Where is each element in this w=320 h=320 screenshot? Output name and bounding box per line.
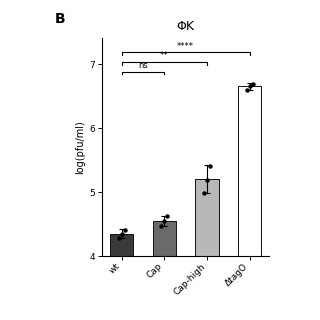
Y-axis label: log(pfu/ml): log(pfu/ml) — [76, 120, 85, 174]
Title: ΦK: ΦK — [177, 20, 195, 33]
Text: **: ** — [160, 51, 169, 60]
Text: ns: ns — [138, 61, 148, 70]
Bar — [238, 86, 261, 256]
Bar — [110, 234, 133, 256]
Bar — [195, 179, 219, 256]
Text: ****: **** — [177, 42, 194, 51]
Text: B: B — [54, 12, 65, 26]
Bar — [153, 221, 176, 256]
